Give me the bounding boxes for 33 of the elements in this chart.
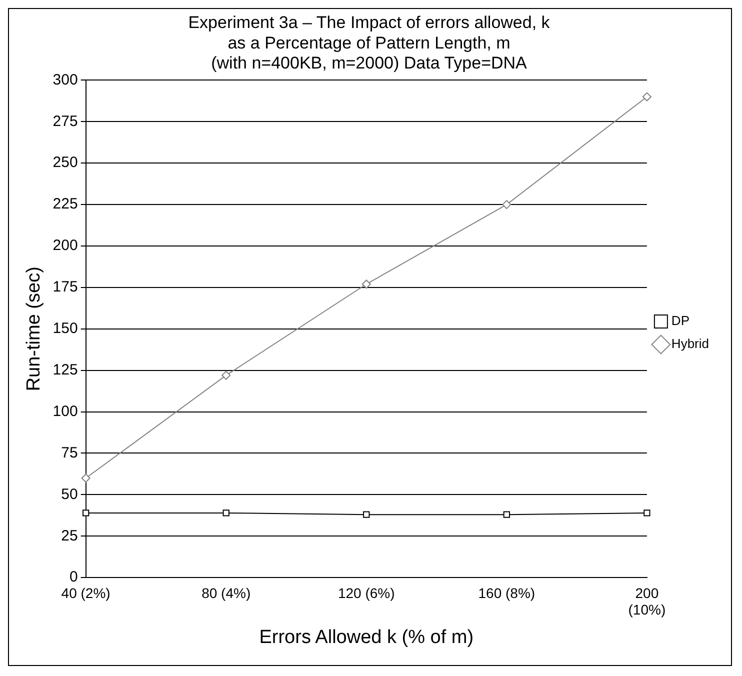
y-tick-label: 250 [52, 154, 78, 172]
point [81, 474, 90, 483]
y-tick-label: 50 [61, 486, 78, 503]
y-tick-label: 300 [52, 71, 78, 88]
x-tick-label: 40 (2%) [61, 584, 110, 601]
point [642, 92, 652, 102]
y-tick-label: 275 [52, 112, 78, 130]
y-tick-label: 75 [61, 444, 78, 462]
y-tick-label: 25 [61, 527, 78, 544]
point [503, 511, 510, 518]
legend-label: Hybrid [671, 336, 710, 352]
point [362, 280, 371, 289]
point [363, 511, 370, 518]
y-tick-label: 175 [52, 278, 78, 296]
legend-label: DP [671, 313, 690, 328]
point [222, 510, 230, 516]
point [82, 510, 90, 516]
y-tick-label: 100 [52, 402, 78, 420]
x-axis-title: Errors Allowed k (% of m) [259, 626, 474, 648]
chart-title: Experiment 3a – The Impact of errors allowed, k as a Percentage of Pattern Length, m (with n=400KB, m=2000) Data Type=DNA [188, 12, 550, 73]
x-tick-label: 200 (10%) [628, 584, 666, 618]
x-tick-label: 160 (8%) [478, 584, 536, 601]
y-tick-label: 0 [69, 568, 78, 586]
point [222, 370, 231, 380]
point [644, 510, 650, 516]
x-tick-label: 80 (4%) [202, 584, 251, 601]
x-tick-label: 120 (6%) [338, 584, 395, 601]
y-tick-label: 150 [52, 320, 78, 338]
y-axis-title: Run-time (sec) [24, 266, 45, 392]
y-tick-label: 200 [52, 237, 78, 254]
y-tick-label: 125 [52, 361, 78, 378]
y-tick-label: 225 [52, 196, 78, 213]
point [502, 200, 512, 210]
